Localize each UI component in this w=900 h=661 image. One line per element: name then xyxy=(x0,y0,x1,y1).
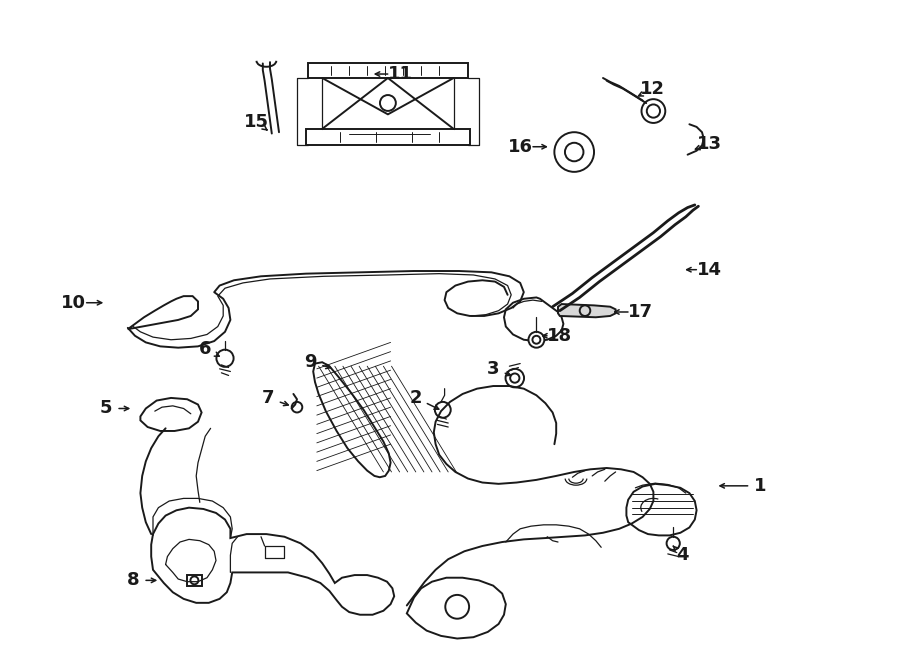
Polygon shape xyxy=(308,63,468,78)
Text: 12: 12 xyxy=(640,80,665,98)
Polygon shape xyxy=(313,362,391,477)
Text: 5: 5 xyxy=(100,399,112,418)
Circle shape xyxy=(565,143,583,161)
Text: 18: 18 xyxy=(547,327,572,345)
Text: 3: 3 xyxy=(487,360,500,378)
Polygon shape xyxy=(151,508,394,615)
Circle shape xyxy=(435,402,451,418)
Text: 15: 15 xyxy=(244,113,269,132)
Polygon shape xyxy=(187,575,202,586)
Polygon shape xyxy=(407,578,506,639)
Polygon shape xyxy=(504,297,563,341)
Text: 17: 17 xyxy=(628,303,653,321)
Text: 1: 1 xyxy=(754,477,767,495)
Text: 14: 14 xyxy=(697,260,722,279)
Circle shape xyxy=(380,95,396,111)
Text: 10: 10 xyxy=(61,293,86,312)
Circle shape xyxy=(506,369,524,387)
Text: 6: 6 xyxy=(199,340,212,358)
Circle shape xyxy=(554,132,594,172)
Polygon shape xyxy=(140,398,202,431)
Circle shape xyxy=(216,350,234,367)
Polygon shape xyxy=(626,484,697,535)
Circle shape xyxy=(580,305,590,316)
Text: 4: 4 xyxy=(676,546,688,564)
Text: 13: 13 xyxy=(697,135,722,153)
Polygon shape xyxy=(306,129,470,145)
Polygon shape xyxy=(558,304,616,317)
Circle shape xyxy=(667,537,680,550)
Text: 8: 8 xyxy=(127,571,140,590)
Circle shape xyxy=(292,402,302,412)
Text: 7: 7 xyxy=(262,389,274,407)
Circle shape xyxy=(647,104,660,118)
Text: 9: 9 xyxy=(304,353,317,371)
Text: 16: 16 xyxy=(508,137,533,156)
Circle shape xyxy=(191,576,198,584)
Circle shape xyxy=(533,336,540,344)
Polygon shape xyxy=(128,296,198,329)
Circle shape xyxy=(642,99,665,123)
Text: 2: 2 xyxy=(410,389,422,407)
Circle shape xyxy=(446,595,469,619)
Text: 11: 11 xyxy=(388,65,413,83)
Circle shape xyxy=(510,373,519,383)
Circle shape xyxy=(528,332,544,348)
